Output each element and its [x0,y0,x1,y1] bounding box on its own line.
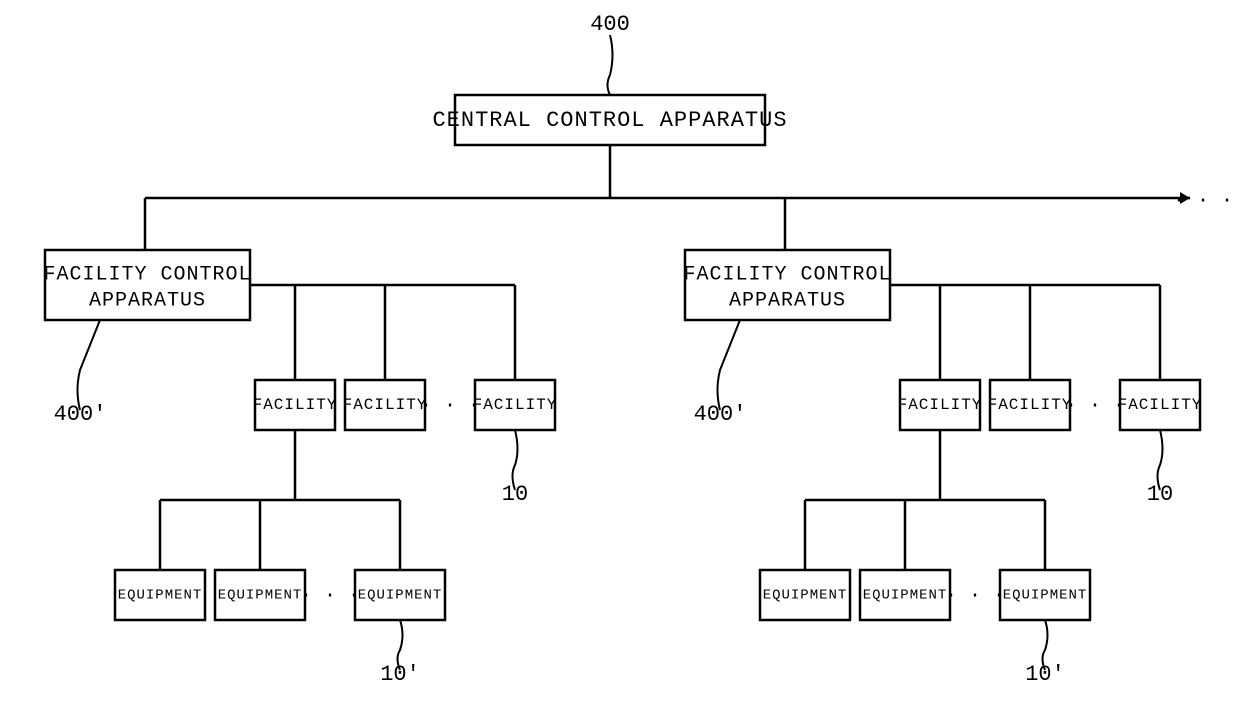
equipment-label: EQUIPMENT [1003,588,1088,604]
facility-label: FACILITY [253,396,338,414]
facility-label: FACILITY [1118,396,1203,414]
ellipsis: · · · [420,394,480,417]
facility-label: FACILITY [988,396,1073,414]
equipment-label: EQUIPMENT [118,588,203,604]
facility-label: FACILITY [343,396,428,414]
facility-label: FACILITY [898,396,983,414]
central-control-label: CENTRAL CONTROL APPARATUS [432,108,787,133]
reference-numeral: 10 [1147,482,1173,507]
reference-numeral: 10' [380,662,420,687]
equipment-label: EQUIPMENT [863,588,948,604]
ellipsis: · · · [1065,394,1125,417]
facility-control-label-line2: APPARATUS [729,289,846,312]
facility-control-label-line1: FACILITY CONTROL [43,263,251,286]
facility-control-label-line2: APPARATUS [89,289,206,312]
ellipsis: · · · · [1173,189,1239,212]
ellipsis: · · · [945,584,1005,607]
equipment-label: EQUIPMENT [763,588,848,604]
facility-control-label-line1: FACILITY CONTROL [683,263,891,286]
equipment-label: EQUIPMENT [358,588,443,604]
reference-numeral: 400' [54,402,107,427]
equipment-label: EQUIPMENT [218,588,303,604]
reference-numeral: 10 [502,482,528,507]
diagram-canvas: CENTRAL CONTROL APPARATUS FACILITY CONTRO… [0,0,1239,723]
reference-numeral: 400 [590,12,630,37]
ellipsis: · · · [300,584,360,607]
facility-label: FACILITY [473,396,558,414]
reference-numeral: 10' [1025,662,1065,687]
reference-numeral: 400' [694,402,747,427]
